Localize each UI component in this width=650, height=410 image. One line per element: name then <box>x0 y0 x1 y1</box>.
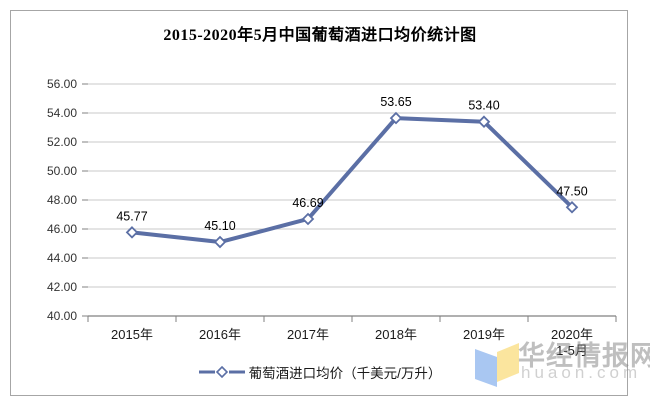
chart-frame <box>10 10 628 396</box>
y-axis-label: 50.00 <box>47 164 77 178</box>
legend: 葡萄酒进口均价（千美元/万升） <box>10 359 630 385</box>
data-point-label: 47.50 <box>556 184 587 198</box>
y-axis-label: 46.00 <box>47 222 77 236</box>
data-point-marker <box>565 200 579 214</box>
y-axis-label: 54.00 <box>47 106 77 120</box>
data-point-label: 45.10 <box>204 219 235 233</box>
legend-marker-icon <box>198 366 245 378</box>
y-axis-label: 48.00 <box>47 193 77 207</box>
y-axis-label: 40.00 <box>47 309 77 323</box>
data-point-label: 53.65 <box>380 95 411 109</box>
data-point-marker <box>213 235 227 249</box>
chart-title: 2015-2020年5月中国葡萄酒进口均价统计图 <box>163 27 477 44</box>
x-axis-label: 2016年 <box>199 327 241 342</box>
data-line <box>131 116 574 245</box>
data-point-marker <box>389 111 403 125</box>
y-axis-label: 52.00 <box>47 135 77 149</box>
x-axis-label: 2017年 <box>287 327 329 342</box>
data-point-label: 53.40 <box>468 99 499 113</box>
data-point-marker <box>301 212 315 226</box>
legend-label: 葡萄酒进口均价（千美元/万升） <box>248 366 442 381</box>
x-axis-label: 2018年 <box>375 327 417 342</box>
data-point-marker <box>125 226 139 239</box>
y-axis-label: 56.00 <box>47 77 77 91</box>
data-point-label: 45.77 <box>116 209 147 223</box>
x-axis-label: 2015年 <box>111 327 153 342</box>
y-axis-label: 44.00 <box>47 251 77 265</box>
x-axis-label: 2020年 <box>551 327 593 342</box>
x-axis-label: 2019年 <box>463 327 505 342</box>
y-axis-label: 42.00 <box>47 280 77 294</box>
data-point-label: 46.69 <box>292 196 323 210</box>
x-axis-label-note: 1-5月 <box>556 343 588 358</box>
data-point-marker <box>477 115 491 128</box>
